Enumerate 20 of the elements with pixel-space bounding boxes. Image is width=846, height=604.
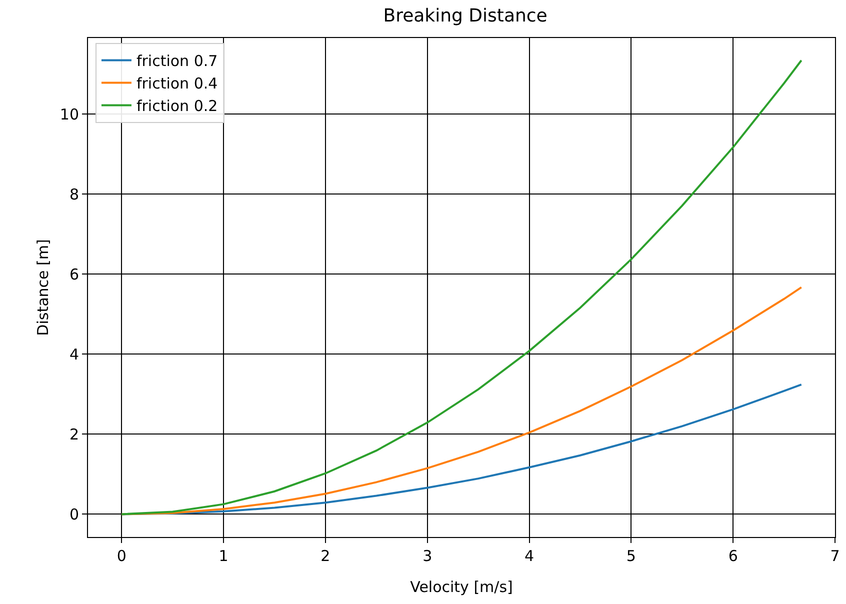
y-tick-label: 4 (69, 345, 79, 364)
y-tick-label: 8 (69, 185, 79, 204)
y-tick-label: 0 (69, 505, 79, 524)
y-tick-label: 6 (69, 265, 79, 284)
legend-label: friction 0.2 (136, 97, 218, 116)
y-tick-label: 2 (69, 425, 79, 444)
y-axis-title: Distance [m] (34, 239, 52, 336)
x-tick-label: 1 (218, 547, 228, 565)
x-axis-title: Velocity [m/s] (410, 578, 513, 596)
x-tick-label: 2 (320, 547, 330, 565)
x-tick-label: 6 (728, 547, 738, 565)
x-tick-label: 4 (524, 547, 534, 565)
x-tick-label: 3 (422, 547, 432, 565)
x-tick-label: 0 (116, 547, 126, 565)
legend-label: friction 0.4 (136, 74, 218, 93)
y-tick-label: 10 (60, 105, 79, 124)
legend-label: friction 0.7 (136, 52, 218, 70)
x-tick-label: 7 (830, 547, 840, 565)
x-tick-label: 5 (626, 547, 636, 565)
chart-title: Breaking Distance (383, 6, 548, 27)
